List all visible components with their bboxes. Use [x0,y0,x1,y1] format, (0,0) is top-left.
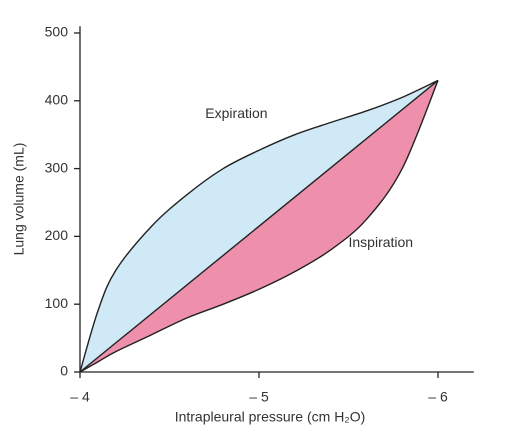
y-tick-label: 0 [60,363,68,379]
curve [79,79,439,373]
diagonal-line [79,79,439,373]
y-axis-label: Lung volume (mL) [11,143,27,256]
x-axis-label: Intrapleural pressure (cm H₂O) [175,409,366,425]
y-tick-label: 500 [45,24,69,40]
x-tick-label: – 4 [70,389,90,405]
y-tick-label: 400 [45,91,69,107]
annotation: Inspiration [349,234,414,250]
annotation: Expiration [205,105,267,121]
curve [79,80,439,373]
y-tick-label: 100 [45,295,69,311]
x-tick-label: – 5 [249,389,269,405]
x-tick-label: – 6 [428,389,448,405]
y-tick-label: 200 [45,227,69,243]
y-tick-label: 300 [45,159,69,175]
